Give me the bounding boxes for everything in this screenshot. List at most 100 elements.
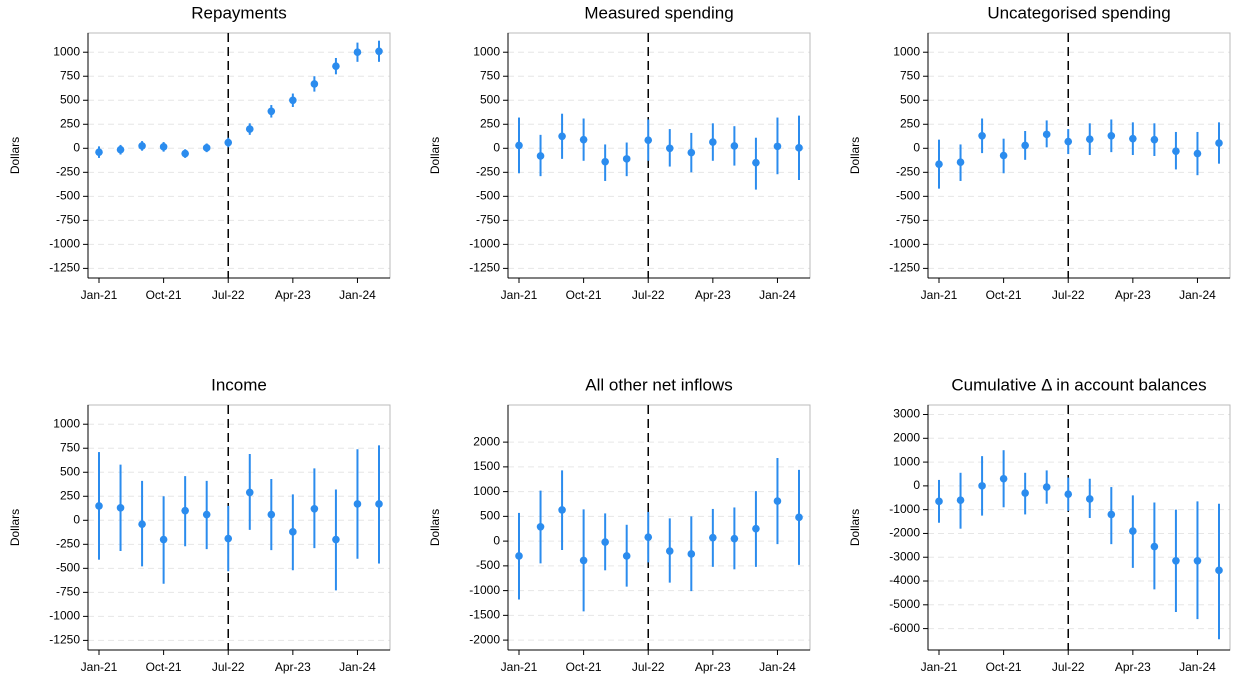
point [795,144,803,152]
point [224,138,233,147]
y-tick-label: -1250 [49,633,80,647]
y-tick-label: -2000 [889,526,920,540]
x-tick-label: Jan-24 [1179,288,1216,302]
point [116,145,125,154]
x-tick-label: Apr-23 [1115,660,1151,674]
point [1129,527,1137,535]
point [1215,139,1223,147]
y-tick-label: -1000 [49,609,80,623]
panel: Income Dollars -1250 -1000 -750 -500 -250 0 250 5… [8,375,391,674]
point [795,513,803,522]
point [773,497,782,505]
y-tick-label: -5000 [889,597,920,611]
plot-frame [87,32,391,279]
point [773,142,782,151]
y-axis-label: Dollars [428,137,442,174]
y-tick-label: 0 [73,512,80,526]
point [181,149,189,158]
point [138,520,146,528]
x-tick-label: Jan-24 [759,288,796,302]
x-tick-label: Jan-21 [501,288,538,302]
panel: Uncategorised spending Dollars -1250 -1000 -… [848,3,1231,302]
point [1129,134,1137,143]
x-tick-label: Jan-21 [81,660,118,674]
point [999,474,1008,483]
plot-frame [927,404,1231,651]
point [999,151,1008,160]
y-tick-label: -1250 [469,261,500,275]
y-tick-label: -4000 [889,573,920,587]
x-tick-label: Apr-23 [695,288,731,302]
point [579,556,588,565]
point [1107,510,1116,519]
x-tick-label: Jan-24 [1179,660,1216,674]
y-tick-label: -250 [56,536,80,550]
point [1172,147,1180,155]
y-tick-label: -250 [476,164,500,178]
y-tick-label: 2000 [473,434,500,448]
y-tick-label: -750 [56,585,80,599]
y-tick-label: 750 [60,440,80,454]
point [536,152,545,160]
point [353,48,362,57]
point [956,496,965,504]
x-tick-label: Jan-24 [339,660,376,674]
y-axis-label: Dollars [848,137,862,174]
y-tick-label: 1000 [893,44,920,58]
point [515,552,523,560]
x-tick-label: Oct-21 [566,660,602,674]
y-tick-label: 1000 [893,454,920,468]
y-tick-label: 250 [480,116,500,130]
y-tick-label: -1000 [49,237,80,251]
x-tick-label: Oct-21 [146,288,182,302]
y-tick-label: -750 [896,213,920,227]
x-tick-label: Oct-21 [146,660,182,674]
y-tick-label: 500 [60,464,80,478]
y-tick-label: -500 [896,189,920,203]
point [1085,495,1094,503]
y-tick-label: -1250 [49,261,80,275]
point [267,510,276,519]
point [536,522,545,531]
point [116,504,125,512]
y-tick-label: -1000 [469,583,500,597]
point [289,96,297,105]
y-tick-label: -1000 [469,237,500,251]
point [353,500,362,508]
y-tick-label: 0 [493,140,500,154]
y-axis-label: Dollars [428,509,442,546]
x-tick-label: Jul-22 [1052,660,1085,674]
y-tick-label: -750 [56,213,80,227]
panel-title: Cumulative Δ in account balances [951,375,1206,394]
point [709,138,717,146]
y-tick-label: 750 [480,68,500,82]
x-tick-label: Oct-21 [986,660,1022,674]
y-tick-label: 1000 [53,416,80,430]
point [752,158,760,167]
point [515,141,523,150]
y-tick-label: 1000 [53,44,80,58]
x-tick-label: Oct-21 [566,288,602,302]
point [1193,557,1202,565]
point [935,160,943,168]
y-tick-label: 500 [480,509,500,523]
y-tick-label: -500 [476,558,500,572]
panel-title: Measured spending [584,3,733,22]
x-tick-label: Jul-22 [1052,288,1085,302]
x-tick-label: Apr-23 [1115,288,1151,302]
point [245,488,254,497]
y-tick-label: 0 [73,140,80,154]
point [289,528,297,536]
y-tick-label: 1500 [473,459,500,473]
y-tick-label: 750 [900,68,920,82]
panel: All other net inflows Dollars -2000 -1500 -1… [428,375,811,674]
point [730,534,739,543]
y-tick-label: -500 [56,189,80,203]
x-tick-label: Apr-23 [275,660,311,674]
point [138,142,146,150]
point [665,547,674,555]
point [752,524,760,533]
point [202,144,211,152]
x-tick-label: Apr-23 [275,288,311,302]
